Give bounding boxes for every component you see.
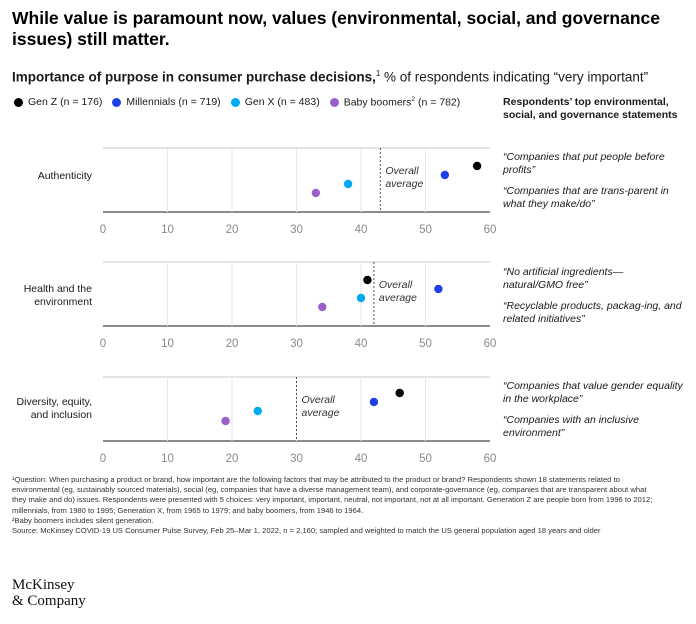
x-tick-label: 20 xyxy=(226,453,239,465)
legend-label: Gen Z (n = 176) xyxy=(28,96,103,109)
data-point-gen-z xyxy=(395,388,404,398)
data-point-millennials xyxy=(434,284,443,294)
quote-health-1: “No artificial ingredients—natural/GMO f… xyxy=(503,266,624,291)
legend-dot-icon xyxy=(329,97,339,107)
subtitle-bold: Importance of purpose in consumer purcha… xyxy=(12,69,376,85)
chart-subtitle: Importance of purpose in consumer purcha… xyxy=(12,65,648,87)
x-tick-label: 60 xyxy=(484,453,497,465)
data-point-gen-x xyxy=(253,406,262,416)
data-point-boomers xyxy=(221,416,230,426)
x-tick-label: 20 xyxy=(226,338,239,350)
legend-item-gen-z: Gen Z (n = 176) xyxy=(14,96,102,108)
data-point-gen-x xyxy=(343,179,353,189)
chart-title: While value is paramount now, values (en… xyxy=(12,8,660,49)
legend-label: Baby boomers2 (n = 782) xyxy=(343,96,461,109)
x-tick-label: 40 xyxy=(355,338,368,350)
quote-authenticity-1: “Companies that put people before profit… xyxy=(503,151,665,176)
x-tick-label: 60 xyxy=(484,224,497,236)
average-label: Overall xyxy=(302,394,336,406)
row-label-health: Health and the environment xyxy=(23,283,92,308)
x-tick-label: 30 xyxy=(290,338,303,350)
x-tick-label: 30 xyxy=(290,453,303,465)
legend-label: Millennials (n = 719) xyxy=(126,96,221,109)
footnotes: ¹Question: When purchasing a product or … xyxy=(12,475,662,536)
x-tick-label: 10 xyxy=(161,224,174,236)
data-point-boomers xyxy=(311,188,321,198)
data-point-boomers xyxy=(318,302,327,312)
quote-diversity-2: “Companies with an inclusive environment… xyxy=(503,414,639,439)
x-tick-label: 40 xyxy=(355,453,368,465)
legend-dot-icon xyxy=(14,97,23,107)
x-tick-label: 0 xyxy=(100,338,106,350)
legend-dot-icon xyxy=(112,97,122,107)
x-tick-label: 20 xyxy=(226,224,239,236)
x-tick-label: 50 xyxy=(419,224,432,236)
data-point-millennials xyxy=(440,170,450,180)
x-tick-label: 50 xyxy=(419,453,432,465)
data-point-millennials xyxy=(369,397,379,407)
data-point-gen-z xyxy=(472,161,482,171)
quote-authenticity-2: “Companies that are trans-parent in what… xyxy=(503,185,669,210)
average-label: Overall xyxy=(385,165,419,177)
x-tick-label: 0 xyxy=(100,453,106,465)
footnote-boomers: ²Baby boomers includes silent generation… xyxy=(12,515,154,525)
subtitle-rest: % of respondents indicating “very import… xyxy=(380,69,649,85)
subtitle-footnote-ref: 1 xyxy=(375,69,381,78)
average-label: Overall xyxy=(379,279,413,291)
x-tick-label: 10 xyxy=(161,338,174,350)
legend-item-gen-x: Gen X (n = 483) xyxy=(230,96,320,109)
quote-diversity-1: “Companies that value gender equality in… xyxy=(503,380,683,405)
footnote-source: Source: McKinsey COVID-19 US Consumer Pu… xyxy=(12,526,601,536)
legend-item-baby-boomers: Baby boomers2 (n = 782) xyxy=(329,96,461,109)
row-label-diversity: Diversity, equity, and inclusion xyxy=(16,396,92,421)
x-tick-label: 50 xyxy=(419,338,432,350)
footnote-question: ¹Question: When purchasing a product or … xyxy=(12,475,653,515)
x-tick-label: 10 xyxy=(161,453,174,465)
respondents-header: Respondents’ top environmental, social, … xyxy=(503,96,678,121)
x-tick-label: 60 xyxy=(484,338,497,350)
x-tick-label: 40 xyxy=(355,224,368,236)
average-label: average xyxy=(302,407,340,419)
average-label: average xyxy=(379,292,417,304)
quote-health-2: “Recyclable products, packag-ing, and re… xyxy=(503,300,682,325)
data-point-gen-x xyxy=(356,293,366,303)
legend: Gen Z (n = 176) Millennials (n = 719) Ge… xyxy=(14,96,460,109)
mckinsey-logo: McKinsey & Company xyxy=(12,577,86,609)
x-tick-label: 0 xyxy=(100,224,106,236)
legend-dot-icon xyxy=(230,97,240,107)
legend-label: Gen X (n = 483) xyxy=(244,96,320,109)
row-label-authenticity: Authenticity xyxy=(37,170,92,182)
x-tick-label: 30 xyxy=(290,224,303,236)
legend-item-millennials: Millennials (n = 719) xyxy=(112,96,221,109)
data-point-gen-z xyxy=(363,275,372,285)
average-label: average xyxy=(385,178,423,190)
